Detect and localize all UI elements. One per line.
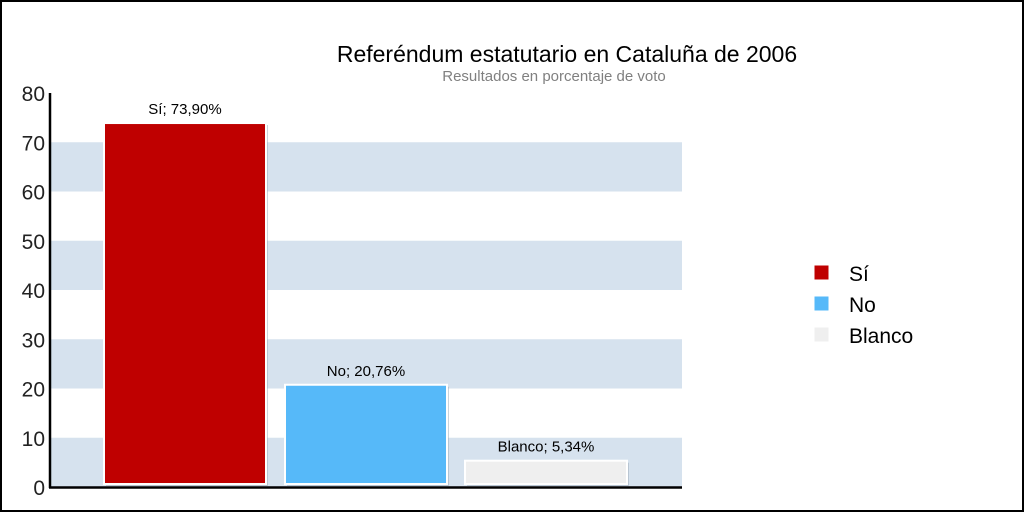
chart-title: Referéndum estatutario en Cataluña de 20… bbox=[337, 41, 797, 67]
legend-swatch bbox=[813, 264, 830, 281]
bar-sí bbox=[103, 122, 267, 485]
y-tick-label: 60 bbox=[22, 182, 45, 205]
y-tick-label: 50 bbox=[22, 231, 45, 254]
data-label: No; 20,76% bbox=[327, 363, 405, 380]
bar-blanco bbox=[464, 459, 628, 485]
y-tick-label: 80 bbox=[22, 83, 45, 106]
chart-subtitle: Resultados en porcentaje de voto bbox=[442, 68, 665, 85]
y-tick-label: 0 bbox=[33, 477, 45, 500]
legend-label: Blanco bbox=[849, 325, 913, 348]
legend-label: Sí bbox=[849, 263, 869, 286]
y-tick-label: 10 bbox=[22, 428, 45, 451]
legend-swatch bbox=[813, 326, 830, 343]
legend-label: No bbox=[849, 294, 876, 317]
y-tick-label: 20 bbox=[22, 379, 45, 402]
y-tick-label: 70 bbox=[22, 132, 45, 155]
y-tick-label: 30 bbox=[22, 329, 45, 352]
y-tick-label: 40 bbox=[22, 280, 45, 303]
data-label: Blanco; 5,34% bbox=[498, 439, 595, 456]
bar-no bbox=[284, 383, 448, 485]
data-label: Sí; 73,90% bbox=[148, 101, 221, 118]
legend-swatch bbox=[813, 295, 830, 312]
